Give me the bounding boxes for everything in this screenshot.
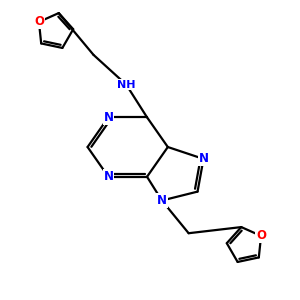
Text: NH: NH — [117, 80, 136, 90]
Text: N: N — [157, 194, 167, 207]
Text: O: O — [256, 230, 266, 242]
Text: N: N — [199, 152, 208, 165]
Text: N: N — [103, 111, 113, 124]
Text: O: O — [34, 15, 44, 28]
Text: N: N — [103, 170, 113, 183]
